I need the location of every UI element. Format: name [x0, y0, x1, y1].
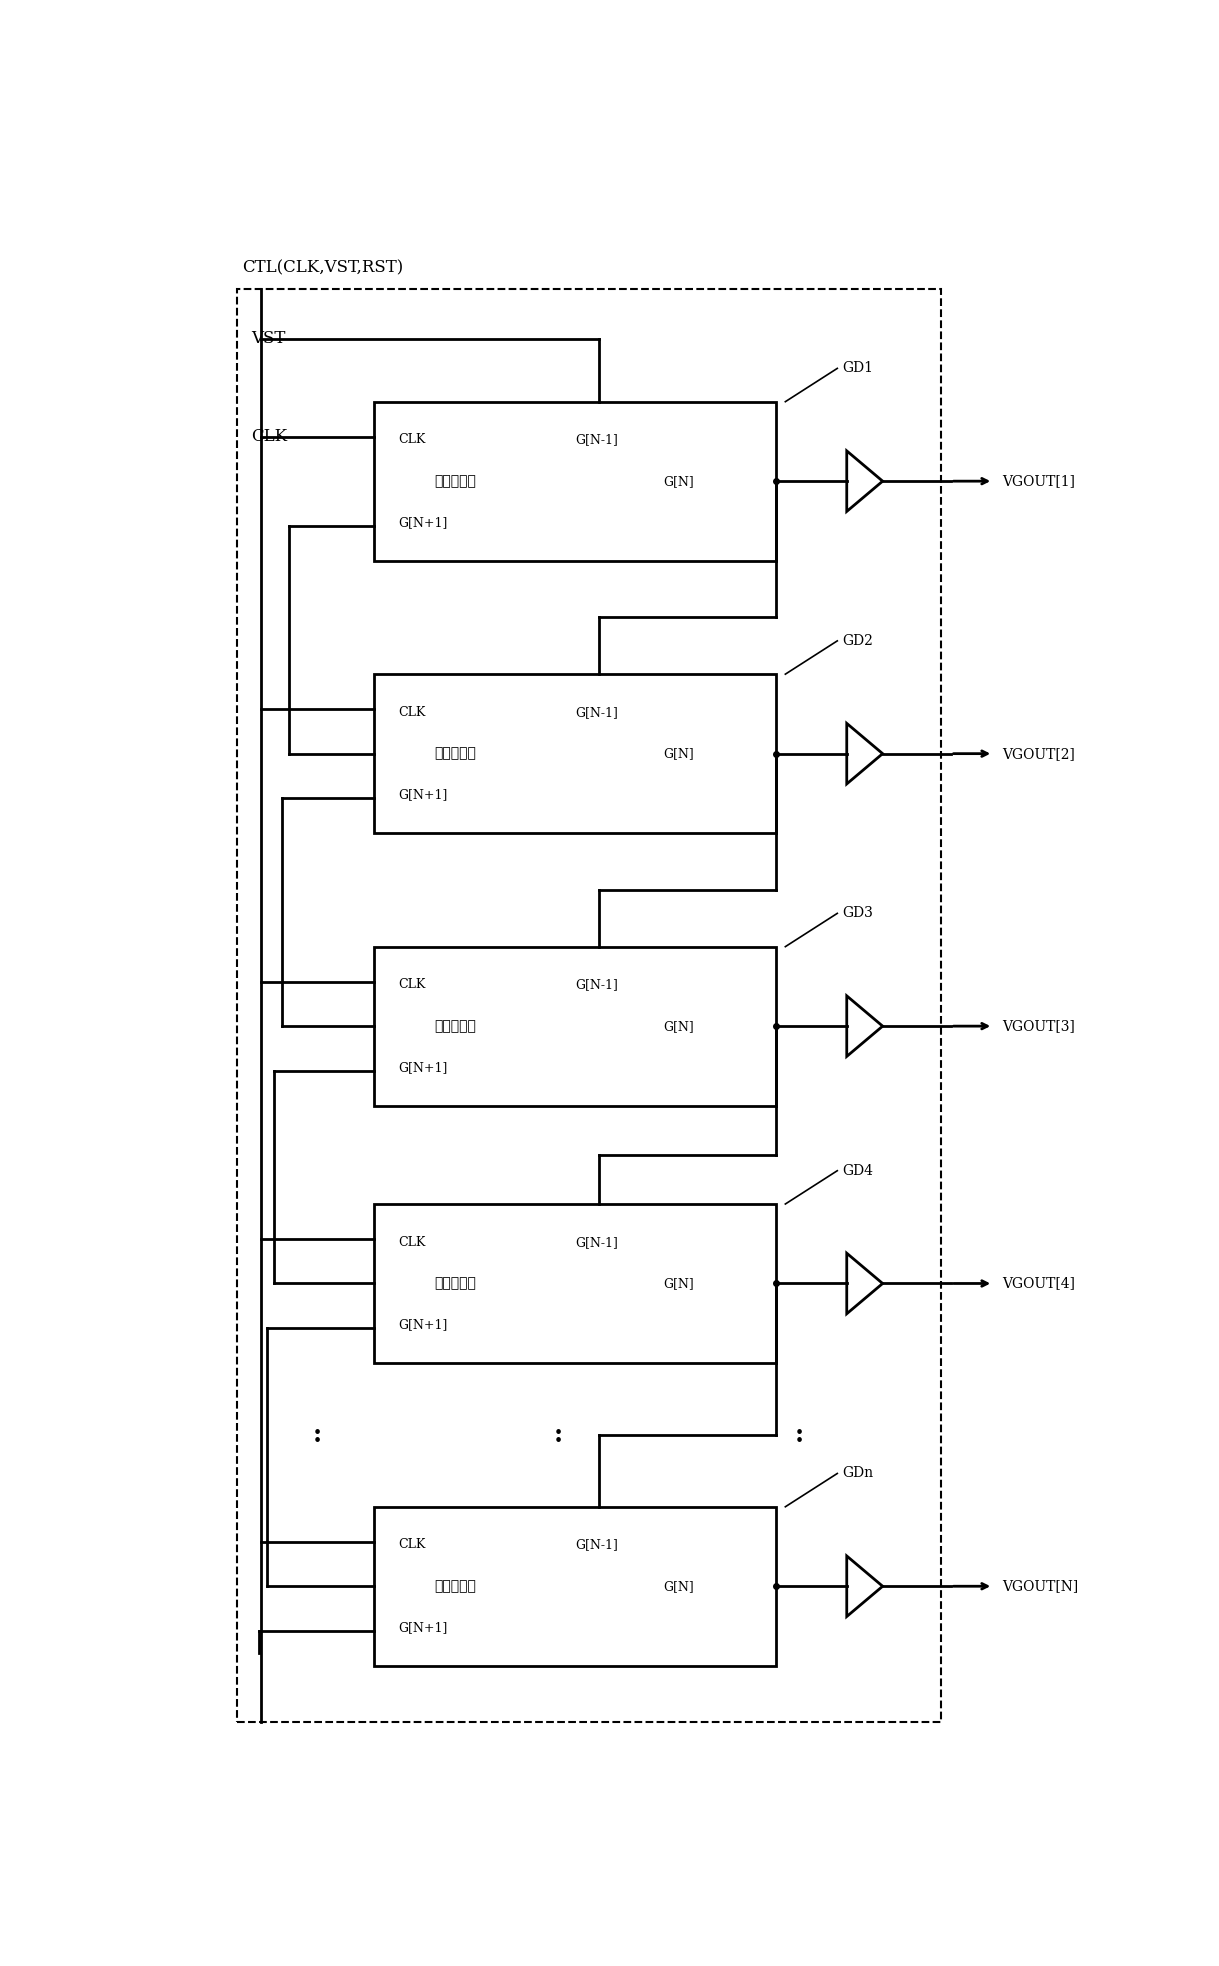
Text: :: : — [795, 1423, 805, 1447]
Text: VGOUT[N]: VGOUT[N] — [1003, 1579, 1079, 1592]
Text: VST: VST — [251, 330, 286, 348]
Text: :: : — [555, 1423, 563, 1447]
Bar — [374, 948, 777, 1105]
Text: G[N-1]: G[N-1] — [575, 706, 618, 720]
Text: CLK: CLK — [251, 429, 288, 444]
Bar — [374, 401, 777, 560]
Text: :: : — [313, 1423, 322, 1447]
Bar — [374, 1203, 777, 1362]
Text: 选通驱动器: 选通驱动器 — [435, 747, 477, 761]
Text: G[N-1]: G[N-1] — [575, 1237, 618, 1248]
Bar — [374, 674, 777, 834]
Text: 选通驱动器: 选通驱动器 — [435, 1579, 477, 1592]
Text: VGOUT[3]: VGOUT[3] — [1003, 1018, 1075, 1034]
Text: CLK: CLK — [399, 1237, 425, 1248]
Text: G[N]: G[N] — [663, 1581, 695, 1592]
Text: G[N-1]: G[N-1] — [575, 433, 618, 446]
Text: CTL(CLK,VST,RST): CTL(CLK,VST,RST) — [243, 260, 403, 277]
Text: GD4: GD4 — [842, 1164, 873, 1178]
Text: GD3: GD3 — [842, 906, 873, 920]
Text: G[N+1]: G[N+1] — [399, 1622, 447, 1634]
Text: CLK: CLK — [399, 433, 425, 446]
Text: GDn: GDn — [842, 1467, 873, 1480]
Text: 选通驱动器: 选通驱动器 — [435, 1276, 477, 1290]
Text: CLK: CLK — [399, 1539, 425, 1551]
Text: 选通驱动器: 选通驱动器 — [435, 1018, 477, 1034]
Text: G[N-1]: G[N-1] — [575, 979, 618, 991]
Text: CLK: CLK — [399, 706, 425, 720]
Text: G[N]: G[N] — [663, 1278, 695, 1290]
Text: VGOUT[1]: VGOUT[1] — [1003, 474, 1075, 488]
Text: G[N+1]: G[N+1] — [399, 788, 447, 802]
Text: GD1: GD1 — [842, 362, 873, 376]
Text: G[N+1]: G[N+1] — [399, 515, 447, 529]
Text: G[N-1]: G[N-1] — [575, 1539, 618, 1551]
Text: G[N]: G[N] — [663, 747, 695, 761]
Text: G[N+1]: G[N+1] — [399, 1319, 447, 1331]
Text: G[N]: G[N] — [663, 474, 695, 488]
Text: G[N+1]: G[N+1] — [399, 1062, 447, 1073]
Text: CLK: CLK — [399, 979, 425, 991]
Bar — [238, 289, 941, 1722]
Text: GD2: GD2 — [842, 633, 873, 649]
Bar — [374, 1506, 777, 1665]
Text: VGOUT[2]: VGOUT[2] — [1003, 747, 1075, 761]
Text: VGOUT[4]: VGOUT[4] — [1003, 1276, 1075, 1290]
Text: 选通驱动器: 选通驱动器 — [435, 474, 477, 488]
Text: G[N]: G[N] — [663, 1020, 695, 1032]
